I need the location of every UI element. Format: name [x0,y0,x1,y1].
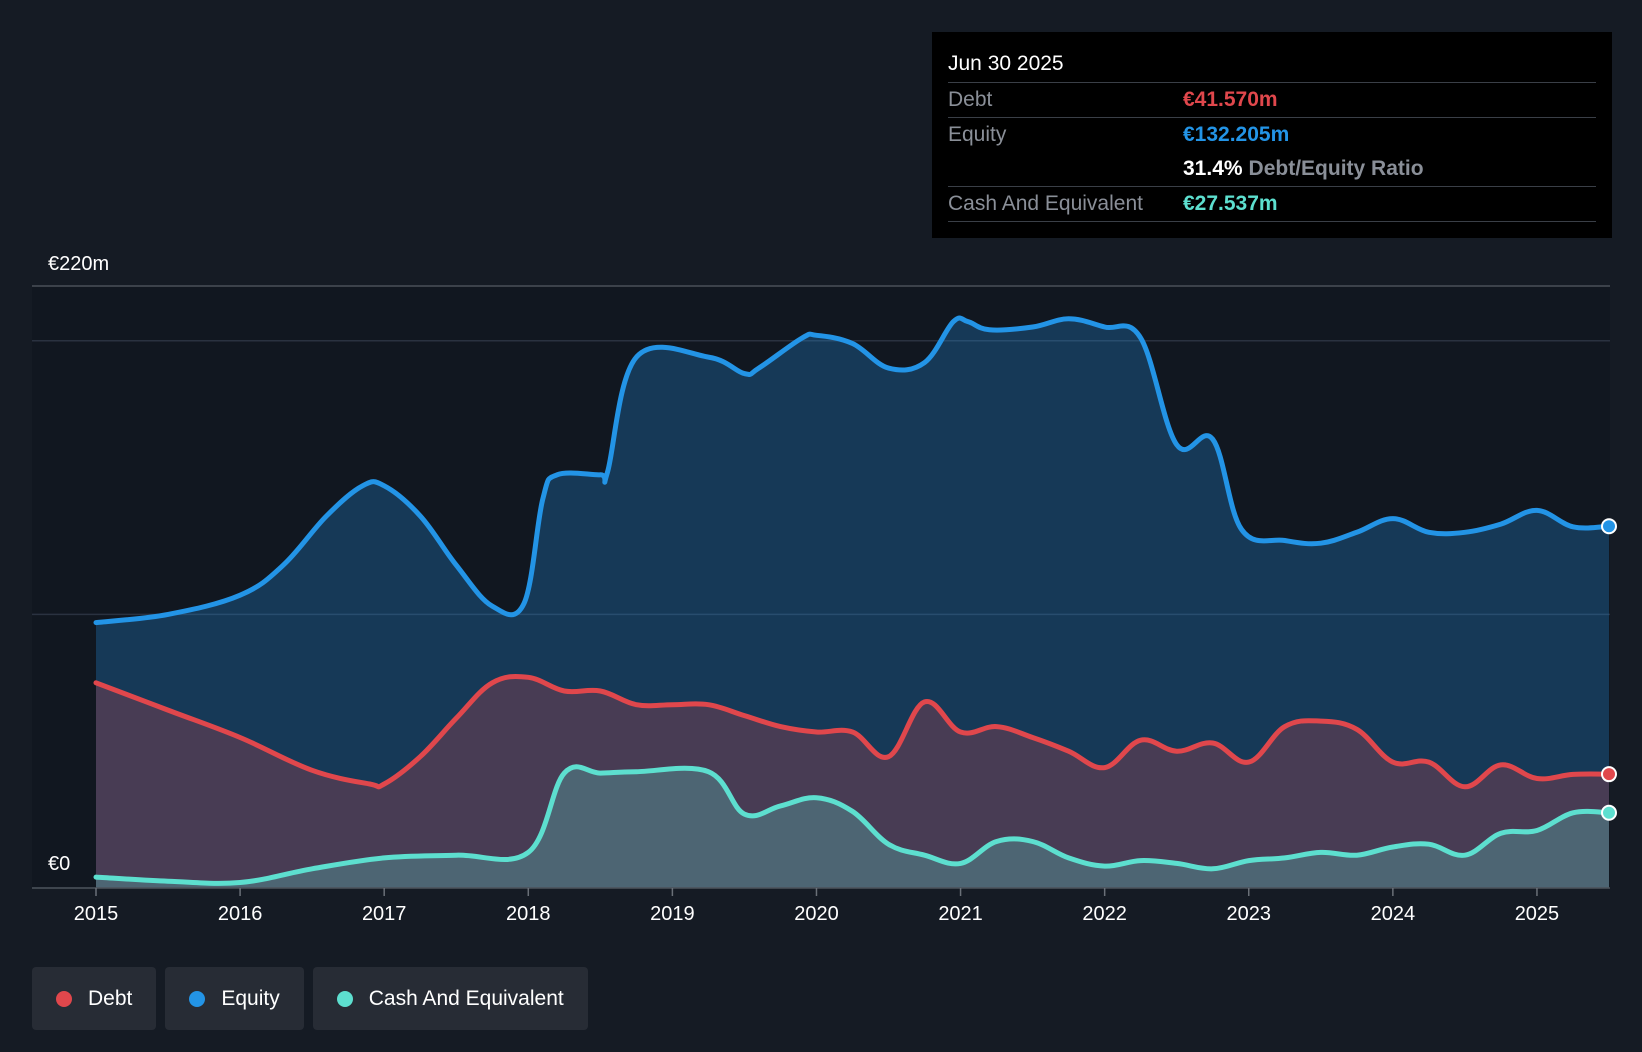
tooltip-ratio-value: 31.4% [1183,157,1243,180]
x-tick-label-2017: 2017 [362,903,407,925]
tooltip-cash-value: €27.537m [1183,192,1278,215]
legend-item-equity[interactable]: Equity [165,967,304,1030]
tooltip-panel: Jun 30 2025 Debt €41.570m Equity €132.20… [932,32,1612,238]
x-tick-label-2024: 2024 [1371,903,1416,925]
tooltip-debt-value: €41.570m [1183,88,1278,111]
legend-label-debt: Debt [88,986,133,1010]
tooltip-debt-label: Debt [948,88,993,111]
x-tick-label-2025: 2025 [1515,903,1560,925]
tooltip-cash-label: Cash And Equivalent [948,192,1143,215]
x-tick-label-2020: 2020 [794,903,839,925]
debt-end-marker [1601,766,1617,783]
equity-line [93,315,1612,626]
x-tick-label-2019: 2019 [650,903,695,925]
legend-item-debt[interactable]: Debt [32,967,157,1030]
tooltip-equity-row: Equity €132.205m [948,117,1596,152]
x-axis: 2015 2016 2017 2018 2019 2020 2021 2022 2023 2024… [32,887,1610,925]
tooltip-date: Jun 30 2025 [948,52,1064,75]
debt-line [93,673,1612,790]
x-tick-label-2021: 2021 [938,903,983,925]
x-tick-label-2018: 2018 [506,903,551,925]
legend-label-equity: Equity [221,986,280,1010]
tooltip-debt-row: Debt €41.570m [948,82,1596,117]
x-tick-label-2022: 2022 [1082,903,1127,925]
tooltip-ratio-row: 31.4% Debt/Equity Ratio [948,152,1596,186]
series-end-markers [1601,518,1617,821]
equity-area [96,317,1609,888]
legend-dot-equity-icon [189,990,206,1007]
cash-and-equivalent-line [93,764,1612,886]
cash-and-equivalent-end-marker [1601,804,1617,821]
legend-item-cash[interactable]: Cash And Equivalent [312,967,588,1030]
plot-background [32,286,1610,888]
tooltip-equity-value: €132.205m [1183,123,1290,146]
legend-dot-cash-icon [336,990,353,1007]
x-tick-label-2023: 2023 [1227,903,1272,925]
legend-dot-debt-icon [56,990,72,1007]
tooltip-ratio-label: Debt/Equity Ratio [1248,157,1424,180]
y-axis-bottom-label: €0 [48,853,70,875]
tooltip-cash-row: Cash And Equivalent €27.537m [948,186,1596,222]
x-tick-label-2016: 2016 [218,903,263,925]
debt-area [96,676,1609,888]
x-tick-label-2015: 2015 [74,903,119,925]
legend: Debt Equity Cash And Equivalent [32,967,588,1030]
y-axis-top-label: €220m [48,253,109,275]
legend-label-cash: Cash And Equivalent [368,986,564,1010]
tooltip-equity-label: Equity [948,123,1007,146]
equity-end-marker [1601,518,1617,535]
series-lines [93,315,1612,886]
